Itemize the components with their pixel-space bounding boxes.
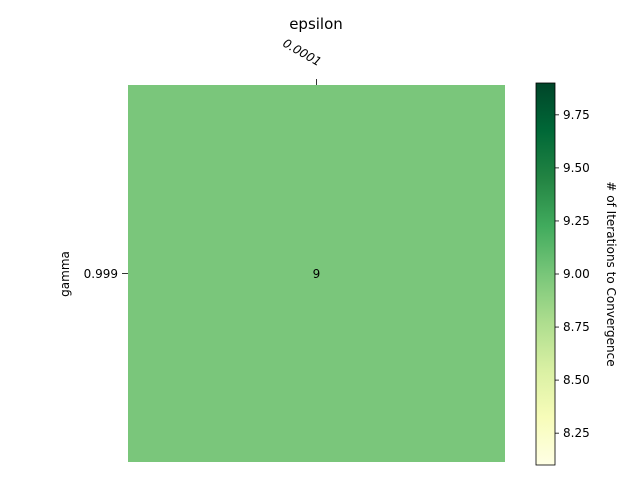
y-axis-label: gamma [58, 251, 72, 297]
heatmap-cell-value: 9 [313, 267, 321, 281]
x-tick-label: 0.0001 [280, 36, 323, 69]
colorbar-tick-label: 8.25 [563, 426, 590, 440]
heatmap-cell [128, 85, 505, 462]
y-tick-label: 0.999 [84, 267, 118, 281]
colorbar-tick-label: 9.50 [563, 161, 590, 175]
colorbar-tick-label: 9.25 [563, 214, 590, 228]
heatmap-area: 9 [128, 85, 505, 462]
colorbar-ticks: 8.25 8.50 8.75 9.00 9.25 9.50 9.75 [555, 108, 590, 440]
colorbar-tick-label: 8.50 [563, 373, 590, 387]
x-axis-label: epsilon [289, 15, 343, 33]
colorbar-tick-label: 9.75 [563, 108, 590, 122]
colorbar-label: # of Iterations to Convergence [604, 181, 618, 366]
colorbar: 8.25 8.50 8.75 9.00 9.25 9.50 9.75 # of Iterat… [535, 82, 618, 466]
colorbar-tick-label: 8.75 [563, 320, 590, 334]
colorbar-tick-label: 9.00 [563, 267, 590, 281]
colorbar-gradient [535, 82, 556, 466]
